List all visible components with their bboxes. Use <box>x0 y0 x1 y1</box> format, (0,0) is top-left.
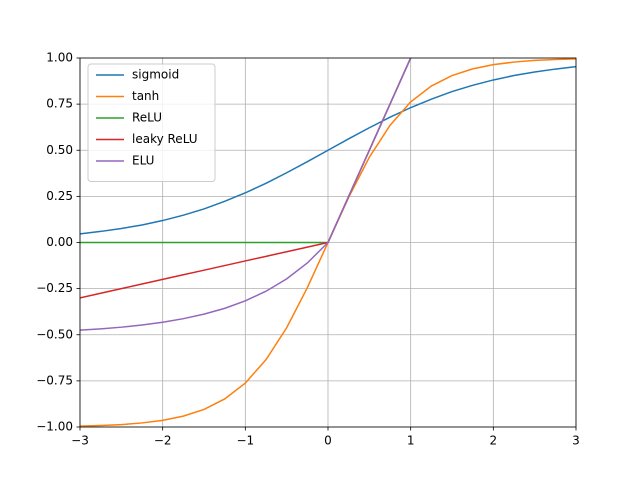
legend-label: ELU <box>132 154 154 168</box>
y-tick-label: 0.00 <box>46 235 73 249</box>
legend-label: ReLU <box>132 111 162 125</box>
legend-box <box>87 63 216 182</box>
legend-label: leaky ReLU <box>132 132 198 146</box>
y-tick-label: −1.00 <box>36 420 73 434</box>
y-tick-label: −0.25 <box>36 281 73 295</box>
y-tick-label: −0.50 <box>36 327 73 341</box>
x-tick-label: 0 <box>324 434 332 448</box>
y-tick-label: 1.00 <box>46 51 73 65</box>
line-series <box>80 65 576 235</box>
x-tick-label: −1 <box>236 434 254 448</box>
x-tick-label: −2 <box>154 434 172 448</box>
y-tick-label: 0.25 <box>46 189 73 203</box>
y-tick-label: 0.75 <box>46 97 73 111</box>
x-tick-label: −3 <box>71 434 89 448</box>
x-tick-label: 2 <box>490 434 498 448</box>
line-series <box>80 58 412 331</box>
x-tick-label: 3 <box>572 434 580 448</box>
y-tick-label: −0.75 <box>36 373 73 387</box>
legend-label: tanh <box>132 89 159 103</box>
y-tick-label: 0.50 <box>46 143 73 157</box>
legend-label: sigmoid <box>132 68 179 82</box>
x-tick-label: 1 <box>407 434 415 448</box>
